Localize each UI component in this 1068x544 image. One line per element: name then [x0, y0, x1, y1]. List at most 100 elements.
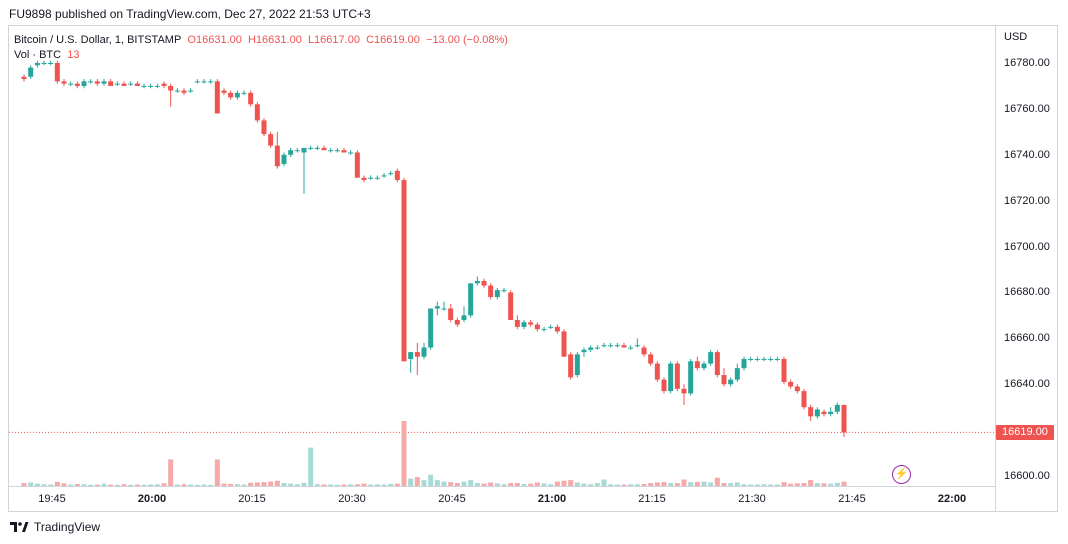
candle: [161, 81, 167, 89]
candle-body: [614, 345, 620, 347]
candle-body: [761, 358, 767, 360]
candle: [228, 90, 234, 100]
candle: [614, 342, 620, 348]
volume-bar: [394, 483, 400, 486]
volume-bar: [454, 483, 460, 486]
candle: [34, 60, 40, 68]
candle: [94, 79, 100, 86]
candle-body: [668, 363, 674, 392]
candle: [628, 345, 634, 350]
candle: [394, 168, 400, 183]
candle: [694, 356, 700, 371]
candle: [728, 377, 734, 387]
lightning-icon[interactable]: ⚡: [892, 465, 911, 484]
volume-bar: [61, 483, 67, 486]
volume-bar: [268, 481, 274, 486]
legend-open: O16631.00: [187, 34, 242, 46]
volume-bar: [314, 484, 320, 486]
candle: [788, 379, 794, 389]
candle: [481, 278, 487, 288]
candle-body: [701, 363, 707, 369]
candle: [408, 352, 414, 373]
legend-low: L16617.00: [307, 34, 360, 46]
candle: [74, 81, 80, 89]
volume-bar: [488, 482, 494, 486]
candle: [428, 308, 434, 350]
volume-bar: [614, 484, 620, 486]
legend-change: −13.00 (−0.08%): [426, 34, 508, 46]
volume-bar: [774, 484, 780, 486]
volume-bar: [441, 481, 447, 486]
candle: [814, 407, 820, 419]
legend-volume-label[interactable]: Vol · BTC: [14, 49, 62, 61]
candle: [388, 170, 394, 176]
volume-bar: [148, 484, 154, 486]
volume-bar: [321, 484, 327, 486]
volume-bar: [21, 483, 27, 486]
last-price-badge: 16619.00: [996, 425, 1054, 440]
currency-label[interactable]: USD: [1004, 31, 1028, 43]
volume-bar: [401, 421, 407, 486]
candle: [721, 368, 727, 387]
time-tick-label: 21:30: [738, 493, 766, 505]
candle-body: [94, 81, 100, 84]
candle: [568, 352, 574, 380]
candle-body: [754, 358, 760, 360]
candle-body: [88, 81, 94, 83]
candle-body: [388, 173, 394, 175]
volume-bar: [534, 482, 540, 486]
volume-bar: [354, 484, 360, 486]
candle-body: [821, 411, 827, 415]
volume-bar: [241, 484, 247, 486]
candle-body: [301, 147, 307, 153]
candle: [134, 81, 140, 86]
candle-body: [254, 104, 260, 121]
candle-body: [608, 345, 614, 347]
volume-bar: [41, 484, 47, 486]
volume-bar: [128, 484, 134, 486]
tradingview-logo-icon: [10, 522, 29, 532]
time-tick-label: 20:30: [338, 493, 366, 505]
volume-bar: [174, 484, 180, 486]
candle-body: [288, 150, 294, 155]
volume-bar: [161, 483, 167, 486]
candle-body: [321, 147, 327, 151]
volume-bar: [814, 483, 820, 486]
volume-bar: [388, 483, 394, 486]
volume-bar: [281, 483, 287, 486]
candle-body: [794, 386, 800, 392]
volume-bar: [828, 483, 834, 486]
footer-brand[interactable]: TradingView: [34, 520, 101, 534]
candle: [654, 361, 660, 382]
candle: [781, 356, 787, 385]
volume-bar: [274, 480, 280, 486]
volume-bar: [821, 483, 827, 486]
volume-bar: [801, 483, 807, 486]
candle-body: [201, 81, 207, 83]
candle-body: [708, 352, 714, 364]
candle-body: [521, 322, 527, 327]
candle-body: [374, 177, 380, 179]
candle-body: [154, 85, 160, 87]
candle: [514, 315, 520, 330]
price-tick-label: 16660.00: [1004, 332, 1050, 345]
candle: [208, 79, 214, 84]
volume-bar: [748, 484, 754, 486]
candle-body: [654, 363, 660, 380]
candle: [801, 388, 807, 410]
candle-body: [408, 352, 414, 359]
candle: [794, 384, 800, 394]
price-tick-label: 16780.00: [1004, 57, 1050, 69]
candle: [748, 356, 754, 362]
candle-body: [161, 83, 167, 86]
time-tick-label: 21:15: [638, 493, 666, 505]
candle: [188, 88, 194, 93]
legend-symbol[interactable]: Bitcoin / U.S. Dollar, 1, BITSTAMP: [14, 34, 182, 46]
candle: [674, 361, 680, 392]
volume-layer: [21, 421, 847, 486]
candle: [588, 345, 594, 353]
candle: [214, 79, 220, 114]
volume-bar: [234, 484, 240, 486]
price-tick-label: 16720.00: [1004, 194, 1050, 207]
